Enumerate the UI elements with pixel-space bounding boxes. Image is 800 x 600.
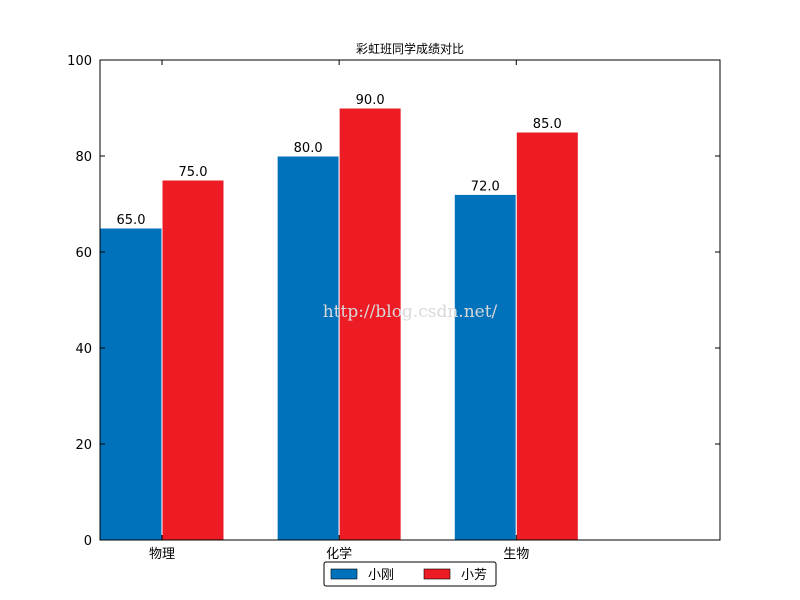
legend: 小刚 小芳: [323, 561, 497, 587]
y-tick-label: 80: [75, 150, 92, 165]
legend-label-xiaofang: 小芳: [461, 568, 487, 583]
legend-label-xiaogang: 小刚: [368, 568, 394, 583]
bar-value-label: 65.0: [117, 213, 146, 228]
bar-labels-layer: 65.0 75.0 80.0 90.0 72.0 85.0: [117, 93, 562, 228]
watermark-text: http://blog.csdn.net/: [323, 302, 498, 322]
bar-value-label: 72.0: [471, 179, 500, 194]
bars-layer: [99, 107, 579, 541]
chart-title: 彩虹班同学成绩对比: [356, 41, 464, 56]
bar-xiaogang-biology: [453, 193, 517, 541]
bar-xiaofang-physics: [161, 179, 225, 541]
bar-value-label: 90.0: [356, 93, 385, 108]
y-tick-label: 0: [84, 534, 92, 549]
bar-value-label: 80.0: [294, 141, 323, 156]
x-tick-label: 物理: [149, 547, 175, 562]
bar-xiaogang-chemistry: [276, 155, 340, 541]
y-tick-label: 40: [75, 342, 92, 357]
x-tick-label: 生物: [503, 547, 529, 562]
axis-ticks-layer: 物理 化学 生物 0 20 40 60 80 100: [67, 54, 720, 562]
legend-box: [323, 561, 497, 587]
y-tick-label: 20: [75, 438, 92, 453]
x-tick-label: 化学: [326, 546, 352, 562]
y-tick-label: 60: [75, 246, 92, 261]
legend-swatch-xiaofang: [423, 568, 451, 580]
plot-frame: [99, 59, 721, 541]
legend-swatch-xiaogang: [330, 568, 358, 580]
bar-xiaofang-chemistry: [338, 107, 402, 541]
bar-value-label: 75.0: [179, 165, 208, 180]
bar-xiaogang-physics: [99, 227, 163, 541]
y-tick-label: 100: [67, 54, 92, 69]
bar-value-label: 85.0: [533, 117, 562, 132]
bar-xiaofang-biology: [515, 131, 579, 541]
